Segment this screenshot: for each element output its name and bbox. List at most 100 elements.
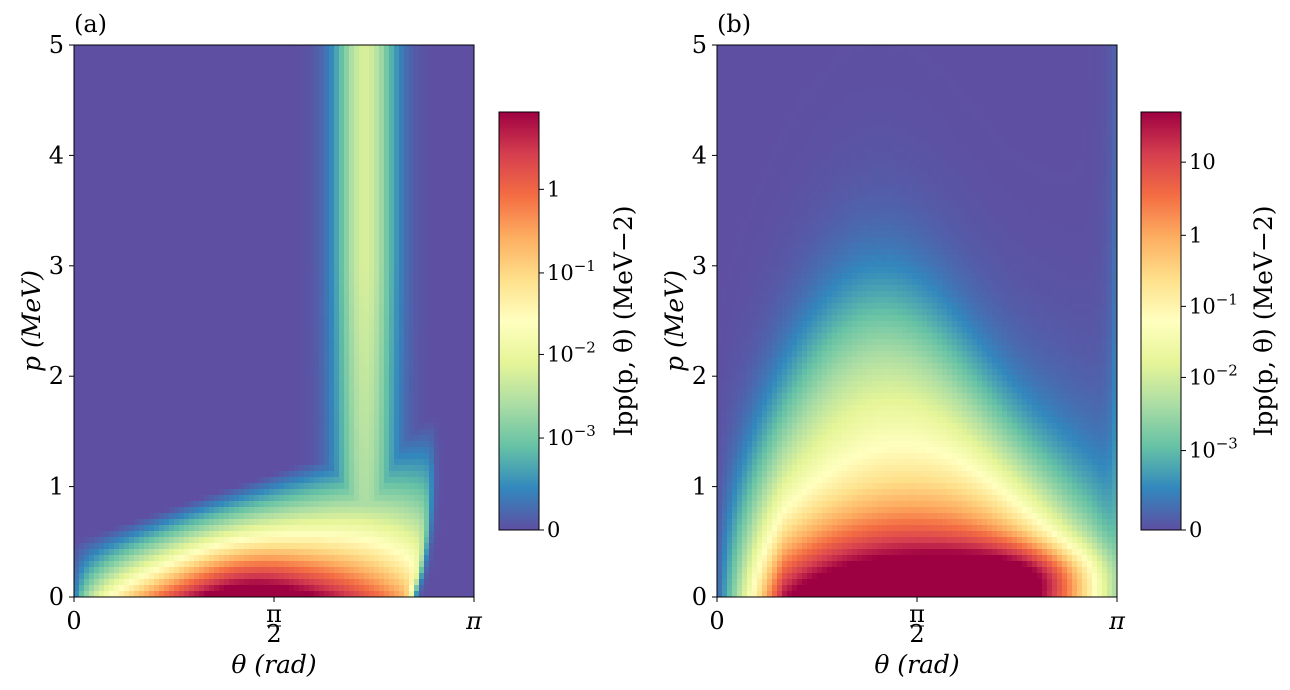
heatmap-cell [314, 405, 320, 412]
heatmap-cell [299, 339, 305, 346]
heatmap-cell [79, 249, 85, 256]
heatmap-cell [129, 333, 135, 340]
heatmap-cell [324, 63, 330, 70]
heatmap-cell [224, 543, 230, 550]
heatmap-cell [99, 291, 105, 298]
heatmap-cell [134, 201, 140, 208]
heatmap-cell [129, 93, 135, 100]
heatmap-cell [244, 363, 250, 370]
heatmap-cell [334, 291, 340, 298]
heatmap-cell [334, 99, 340, 106]
heatmap-cell [209, 105, 215, 112]
heatmap-cell [229, 219, 235, 226]
heatmap-cell [164, 525, 170, 532]
heatmap-cell [229, 315, 235, 322]
heatmap-cell [179, 453, 185, 460]
heatmap-cell [309, 135, 315, 142]
heatmap-cell [129, 585, 135, 592]
heatmap-cell [194, 327, 200, 334]
heatmap-cell [229, 387, 235, 394]
heatmap-cell [314, 261, 320, 268]
heatmap-cell [219, 393, 225, 400]
heatmap-cell [84, 261, 90, 268]
heatmap-cell [154, 585, 160, 592]
heatmap-cell [334, 483, 340, 490]
heatmap-cell [74, 147, 80, 154]
heatmap-cell [174, 153, 180, 160]
heatmap-cell [209, 477, 215, 484]
heatmap-cell [259, 465, 265, 472]
heatmap-cell [199, 171, 205, 178]
heatmap-cell [304, 339, 310, 346]
heatmap-cell [209, 159, 215, 166]
heatmap-cell [194, 531, 200, 538]
heatmap-cell [104, 249, 110, 256]
heatmap-cell [189, 207, 195, 214]
heatmap-cell [109, 453, 115, 460]
heatmap-cell [269, 327, 275, 334]
heatmap-cell [164, 273, 170, 280]
heatmap-cell [219, 153, 225, 160]
heatmap-cell [334, 267, 340, 274]
heatmap-cell [139, 267, 145, 274]
heatmap-cell [134, 417, 140, 424]
heatmap-cell [174, 63, 180, 70]
heatmap-cell [249, 207, 255, 214]
heatmap-cell [244, 531, 250, 538]
heatmap-cell [304, 261, 310, 268]
heatmap-cell [244, 537, 250, 544]
heatmap-cell [139, 393, 145, 400]
heatmap-cell [164, 231, 170, 238]
heatmap-cell [94, 573, 100, 580]
heatmap-cell [344, 57, 350, 64]
heatmap-cell [309, 351, 315, 358]
heatmap-cell [234, 381, 240, 388]
heatmap-cell [314, 195, 320, 202]
heatmap-cell [219, 249, 225, 256]
heatmap-cell [324, 75, 330, 82]
heatmap-cell [279, 411, 285, 418]
heatmap-cell [84, 345, 90, 352]
heatmap-cell [144, 135, 150, 142]
heatmap-cell [149, 117, 155, 124]
heatmap-cell [149, 483, 155, 490]
heatmap-cell [199, 177, 205, 184]
heatmap-cell [344, 87, 350, 94]
heatmap-cell [134, 369, 140, 376]
heatmap-cell [254, 513, 260, 520]
heatmap-cell [339, 405, 345, 412]
heatmap-cell [234, 183, 240, 190]
heatmap-cell [174, 417, 180, 424]
heatmap-cell [124, 225, 130, 232]
heatmap-cell [94, 135, 100, 142]
heatmap-cell [254, 159, 260, 166]
heatmap-cell [84, 75, 90, 82]
heatmap-cell [179, 51, 185, 58]
heatmap-cell [109, 141, 115, 148]
heatmap-cell [184, 537, 190, 544]
heatmap-cell [124, 339, 130, 346]
heatmap-cell [294, 375, 300, 382]
heatmap-cell [74, 579, 80, 586]
heatmap-cell [154, 255, 160, 262]
heatmap-cell [339, 411, 345, 418]
heatmap-cell [119, 183, 125, 190]
heatmap-cell [334, 57, 340, 64]
heatmap-cell [329, 231, 335, 238]
heatmap-cell [134, 291, 140, 298]
heatmap-cell [339, 513, 345, 520]
heatmap-cell [109, 57, 115, 64]
heatmap-cell [334, 549, 340, 556]
heatmap-cell [124, 99, 130, 106]
heatmap-cell [294, 243, 300, 250]
heatmap-cell [264, 57, 270, 64]
heatmap-cell [224, 111, 230, 118]
heatmap-cell [134, 441, 140, 448]
heatmap-cell [179, 309, 185, 316]
heatmap-cell [109, 435, 115, 442]
heatmap-cell [289, 477, 295, 484]
heatmap-cell [219, 543, 225, 550]
heatmap-cell [109, 381, 115, 388]
heatmap-cell [244, 585, 250, 592]
heatmap-cell [344, 123, 350, 130]
